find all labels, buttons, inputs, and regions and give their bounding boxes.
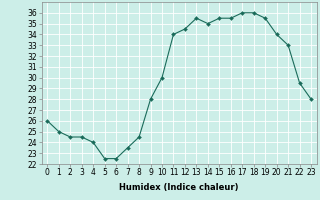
X-axis label: Humidex (Indice chaleur): Humidex (Indice chaleur) <box>119 183 239 192</box>
